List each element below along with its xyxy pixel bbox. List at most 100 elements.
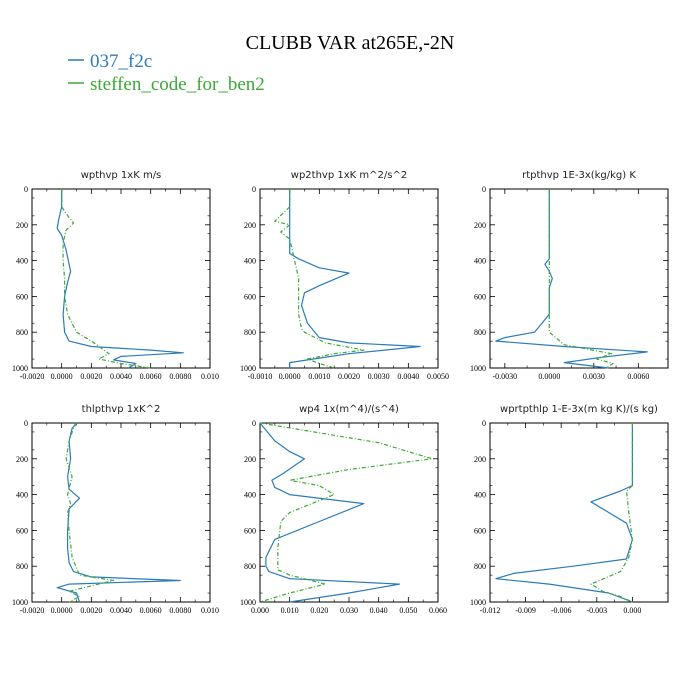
series-line-2 (548, 189, 614, 369)
plot-frame (31, 422, 211, 603)
x-tick-label: 0.0030 (368, 372, 390, 381)
y-tick-label: 1000 (12, 598, 28, 607)
x-tick-label: -0.006 (551, 606, 572, 615)
y-tick-label: 400 (474, 491, 486, 500)
x-tick-label: 0.020 (310, 606, 328, 615)
plot-frame (489, 188, 669, 369)
legend-label-2: steffen_code_for_ben2 (90, 74, 265, 95)
panel-4: thlpthvp 1xK^2 0 200 400 600 800 1000-0.0020 0.… (12, 404, 219, 615)
x-tick-label: -0.009 (515, 606, 536, 615)
x-tick-label: 0.0000 (51, 606, 73, 615)
x-tick-label: -0.0010 (248, 372, 273, 381)
y-tick-label: 200 (474, 455, 486, 464)
x-tick-label: 0.0040 (397, 372, 419, 381)
y-tick-label: 1000 (240, 364, 256, 373)
y-tick-label: 1000 (240, 598, 256, 607)
y-tick-label: 800 (474, 562, 486, 571)
y-tick-label: 0 (252, 185, 256, 194)
y-tick-label: 400 (474, 257, 486, 266)
series-line-2 (274, 189, 365, 369)
y-tick-label: 200 (244, 221, 256, 230)
y-tick-label: 800 (244, 562, 256, 571)
panel-6: wprtpthlp 1-E-3x(m kg K)/(s kg) 0 200 400 60… (470, 404, 669, 615)
y-tick-label: 200 (16, 455, 28, 464)
x-tick-label: 0.0000 (279, 372, 301, 381)
x-tick-label: -0.012 (480, 606, 501, 615)
series-line-1 (259, 422, 400, 603)
series-line-2 (61, 189, 151, 369)
y-tick-label: 600 (16, 292, 28, 301)
x-tick-label: 0.0020 (80, 606, 102, 615)
y-tick-label: 1000 (12, 364, 28, 373)
series-line-1 (495, 189, 648, 369)
panel-title: wpthvp 1xK m/s (81, 170, 162, 181)
y-tick-label: 1000 (470, 598, 486, 607)
y-tick-label: 600 (474, 292, 486, 301)
y-tick-label: 600 (16, 526, 28, 535)
series-line-2 (259, 422, 433, 603)
y-tick-label: 600 (474, 526, 486, 535)
x-tick-label: 0.0060 (627, 372, 649, 381)
y-tick-label: 800 (16, 328, 28, 337)
x-tick-label: -0.0030 (492, 372, 517, 381)
y-tick-label: 400 (244, 491, 256, 500)
x-tick-label: 0.0000 (51, 372, 73, 381)
plot-frame (489, 422, 669, 603)
y-tick-label: 200 (244, 455, 256, 464)
x-tick-label: 0.060 (429, 606, 447, 615)
y-tick-label: 0 (482, 185, 486, 194)
plot-frame (31, 188, 211, 369)
x-tick-label: 0.0040 (110, 372, 132, 381)
x-tick-label: 0.040 (370, 606, 388, 615)
x-tick-label: 0.000 (623, 606, 641, 615)
y-tick-label: 200 (474, 221, 486, 230)
panel-3: rtpthvp 1E-3x(kg/kg) K 0 200 400 600 800 1000-… (470, 170, 669, 381)
x-tick-label: 0.010 (201, 372, 219, 381)
y-tick-label: 0 (482, 419, 486, 428)
x-tick-label: 0.0080 (169, 606, 191, 615)
legend-label-1: 037_f2c (90, 51, 152, 72)
panel-title: wp4 1x(m^4)/(s^4) (299, 404, 399, 415)
y-tick-label: 400 (16, 491, 28, 500)
x-tick-label: 0.0020 (338, 372, 360, 381)
y-tick-label: 400 (16, 257, 28, 266)
x-tick-label: 0.0010 (308, 372, 330, 381)
panel-title: rtpthvp 1E-3x(kg/kg) K (522, 170, 636, 181)
y-tick-label: 800 (244, 328, 256, 337)
plot-frame (259, 188, 439, 369)
y-tick-label: 0 (24, 185, 28, 194)
panel-title: thlpthvp 1xK^2 (82, 404, 161, 415)
x-tick-label: -0.0020 (20, 372, 45, 381)
y-tick-label: 0 (24, 419, 28, 428)
y-tick-label: 0 (252, 419, 256, 428)
series-line-1 (289, 189, 421, 368)
x-tick-label: 0.0040 (110, 606, 132, 615)
y-tick-label: 600 (244, 526, 256, 535)
y-tick-label: 800 (16, 562, 28, 571)
panel-1: wpthvp 1xK m/s 0 200 400 600 800 1000-0.0020 0.… (12, 170, 219, 381)
y-tick-label: 600 (244, 292, 256, 301)
panel-title: wprtpthlp 1-E-3x(m kg K)/(s kg) (500, 404, 658, 415)
series-line-1 (56, 189, 184, 369)
figure-title: CLUBB VAR at265E,-2N (246, 32, 455, 54)
series-line-2 (65, 422, 115, 603)
x-tick-label: -0.0020 (20, 606, 45, 615)
legend: 037_f2c steffen_code_for_ben2 (68, 51, 265, 95)
x-tick-label: 0.010 (281, 606, 299, 615)
panel-2: wp2thvp 1xK m^2/s^2 0 200 400 600 800 1000-0.0… (240, 170, 449, 381)
x-tick-label: 0.0000 (538, 372, 560, 381)
y-tick-label: 200 (16, 221, 28, 230)
x-tick-label: 0.010 (201, 606, 219, 615)
y-tick-label: 800 (474, 328, 486, 337)
series-line-1 (56, 422, 181, 603)
x-tick-label: 0.0030 (583, 372, 605, 381)
x-tick-label: 0.0060 (140, 372, 162, 381)
x-tick-label: -0.003 (586, 606, 607, 615)
y-tick-label: 1000 (470, 364, 486, 373)
x-tick-label: 0.030 (340, 606, 358, 615)
panel-title: wp2thvp 1xK m^2/s^2 (291, 170, 407, 181)
y-tick-label: 400 (244, 257, 256, 266)
